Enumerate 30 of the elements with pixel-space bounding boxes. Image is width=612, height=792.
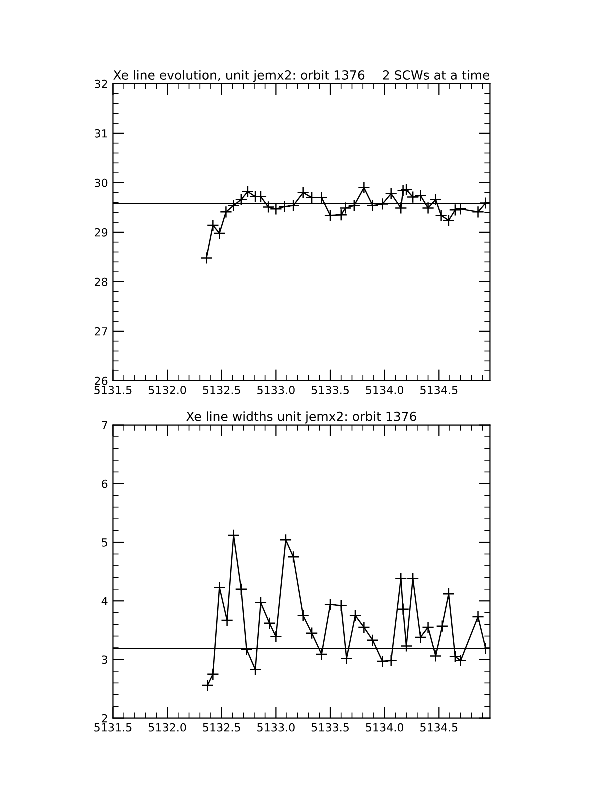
chart-subtitle: 2 SCWs at a time xyxy=(383,70,490,80)
chart-title: Xe line widths unit jemx2: orbit 1376 xyxy=(186,412,416,424)
y-tick-label: 27 xyxy=(95,327,108,336)
y-tick-label: 2 xyxy=(102,714,108,723)
x-tick-label: 5132.0 xyxy=(148,723,186,732)
x-tick-label: 5133.5 xyxy=(312,386,349,394)
x-tick-label: 5131.5 xyxy=(94,386,132,394)
x-tick-label: 5132.5 xyxy=(203,386,240,394)
y-tick-label: 4 xyxy=(102,597,108,606)
y-tick-label: 28 xyxy=(95,278,108,286)
y-tick-label: 5 xyxy=(102,538,108,547)
y-tick-label: 31 xyxy=(95,129,108,138)
chart-title: Xe line evolution, unit jemx2: orbit 1376 xyxy=(114,70,365,82)
y-tick-label: 6 xyxy=(102,480,108,488)
y-tick-label: 3 xyxy=(102,656,108,664)
x-tick-label: 5134.0 xyxy=(366,723,404,732)
y-tick-label: 30 xyxy=(95,178,108,188)
x-tick-label: 5132.5 xyxy=(203,723,240,732)
y-tick-label: 26 xyxy=(95,376,108,386)
y-tick-label: 32 xyxy=(95,80,108,88)
x-tick-label: 5132.0 xyxy=(148,386,186,394)
y-tick-label: 7 xyxy=(102,421,108,430)
x-tick-label: 5131.5 xyxy=(94,723,132,732)
x-tick-label: 5134.5 xyxy=(420,386,458,394)
x-tick-label: 5133.5 xyxy=(312,723,349,732)
x-tick-label: 5133.0 xyxy=(258,723,295,732)
x-tick-label: 5134.0 xyxy=(366,386,404,394)
x-tick-label: 5133.0 xyxy=(258,386,295,394)
y-tick-label: 29 xyxy=(95,228,108,237)
x-tick-label: 5134.5 xyxy=(420,723,458,732)
